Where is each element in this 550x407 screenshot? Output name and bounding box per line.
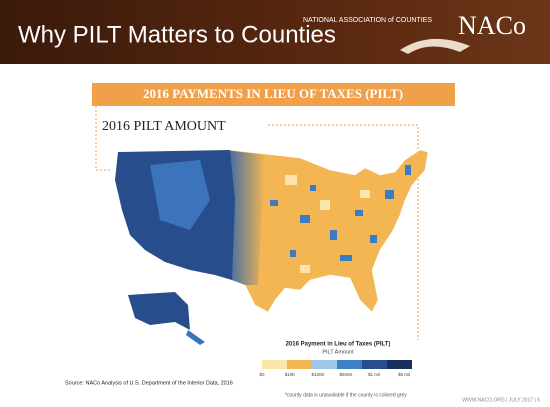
- legend-title: 2016 Payment in Lieu of Taxes (PILT): [286, 342, 391, 348]
- leader-line: [268, 124, 419, 340]
- legend-subtitle: PILT Amount: [322, 349, 354, 355]
- map-subtitle: 2016 PILT AMOUNT: [102, 119, 226, 134]
- source-note: Source: NACo Analysis of U.S. Department…: [65, 380, 233, 386]
- banner-text: 2016 PAYMENTS IN LIEU OF TAXES (PILT): [143, 86, 403, 101]
- legend-label: $1 mil: [368, 372, 380, 377]
- legend-label: $10K: [285, 372, 296, 377]
- legend-label: $5 mil: [398, 372, 410, 377]
- us-map: [114, 149, 429, 345]
- footer: WWW.NACO.ORG | JULY 2017 | 6: [462, 397, 540, 403]
- logo-mark: NACo: [458, 11, 526, 40]
- slide-title: Why PILT Matters to Counties: [18, 21, 336, 48]
- legend-label: $100K: [311, 372, 324, 377]
- header-band: [0, 0, 550, 64]
- banner: [92, 83, 455, 106]
- logo-text: NATIONAL ASSOCIATION of COUNTIES: [303, 17, 432, 24]
- leader-line: [95, 106, 110, 171]
- legend-label: $0: [259, 372, 265, 377]
- logo-swoosh: [400, 38, 470, 54]
- grey-note: *county data is unavailable if the count…: [285, 392, 407, 398]
- legend-label: $500K: [339, 372, 352, 377]
- legend-scale: [262, 360, 412, 369]
